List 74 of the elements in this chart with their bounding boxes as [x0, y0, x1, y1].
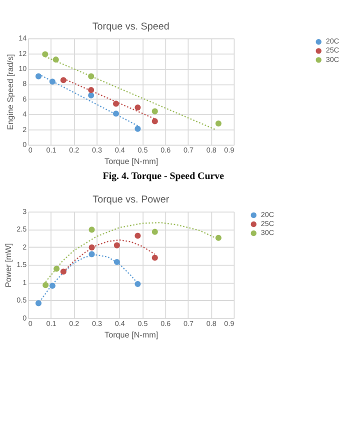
x-tick-label: 0.3 [92, 318, 102, 328]
legend-label: 30C [326, 54, 340, 64]
x-tick-label: 0.6 [160, 318, 171, 328]
x-tick-label: 0.7 [183, 318, 194, 328]
x-tick-label: 0.9 [224, 145, 234, 154]
y-tick-label: 6 [22, 94, 27, 104]
point [215, 234, 222, 241]
x-tick-label: 0.1 [46, 145, 56, 154]
point [114, 242, 120, 248]
y-tick-label: 2.5 [16, 224, 27, 234]
y-tick-label: 3 [22, 206, 27, 216]
x-tick-label: 0.8 [206, 318, 216, 328]
point [88, 251, 95, 258]
x-tick-label: 0.6 [160, 145, 171, 154]
x-tick-label: 0.5 [138, 318, 148, 328]
point [134, 104, 141, 111]
point [134, 232, 141, 239]
point [134, 281, 141, 288]
y-axis-title: Power [mW] [4, 243, 14, 288]
point [152, 118, 158, 124]
point [54, 266, 60, 272]
point [112, 100, 120, 107]
y-tick-label: 8 [22, 79, 27, 88]
point [60, 268, 66, 275]
x-tick-label: 0.1 [46, 318, 56, 328]
point [134, 126, 141, 132]
point [42, 51, 48, 58]
point [52, 56, 59, 63]
x-tick-label: 0.4 [114, 318, 125, 328]
point [152, 228, 158, 235]
x-tick-label: 0.2 [69, 145, 80, 154]
legend-label: 20C [326, 36, 340, 46]
point [88, 73, 94, 80]
x-tick-label: 0.2 [69, 318, 80, 328]
point [114, 258, 120, 266]
y-tick-label: 4 [22, 110, 27, 119]
point [152, 254, 158, 261]
y-tick-label: 0.5 [16, 296, 27, 305]
point [42, 282, 49, 288]
point [88, 244, 95, 250]
point [35, 73, 42, 80]
point [49, 78, 56, 85]
point [88, 87, 94, 94]
legend-label: 30C [260, 228, 274, 238]
caption: Fig. 4. Torque - Speed Curve [102, 171, 225, 182]
y-tick-label: 2 [22, 124, 27, 134]
y-tick-label: 12 [18, 48, 27, 58]
point [49, 282, 56, 289]
y-tick-label: 2 [22, 242, 27, 252]
y-axis-title: Engine Speed [rad/s] [6, 54, 16, 130]
x-axis-title: Torque [N-mm] [104, 330, 158, 340]
x-tick-label: 0.5 [138, 145, 148, 154]
x-tick-label: 0.9 [224, 318, 234, 328]
point [88, 92, 94, 98]
y-tick-label: 14 [18, 34, 27, 43]
legend-label: 25C [326, 46, 340, 55]
y-tick-label: 1.5 [16, 260, 27, 270]
x-tick-label: 0.4 [114, 145, 125, 154]
chart-title: Torque vs. Power [92, 194, 170, 206]
y-tick-label: 10 [18, 64, 27, 73]
point [152, 108, 158, 114]
point [60, 77, 66, 84]
point [88, 226, 95, 233]
chart-title: Torque vs. Speed [92, 21, 170, 32]
x-tick-label: 0.7 [183, 145, 194, 154]
x-axis-title: Torque [N-mm] [104, 157, 158, 166]
y-tick-label: 1 [22, 278, 27, 287]
point [112, 110, 120, 117]
legend-label: 25C [260, 219, 274, 228]
point [35, 300, 42, 306]
x-tick-label: 0.3 [92, 145, 102, 154]
point [215, 120, 222, 127]
x-tick-label: 0.8 [206, 145, 216, 154]
legend-label: 20C [260, 210, 274, 220]
